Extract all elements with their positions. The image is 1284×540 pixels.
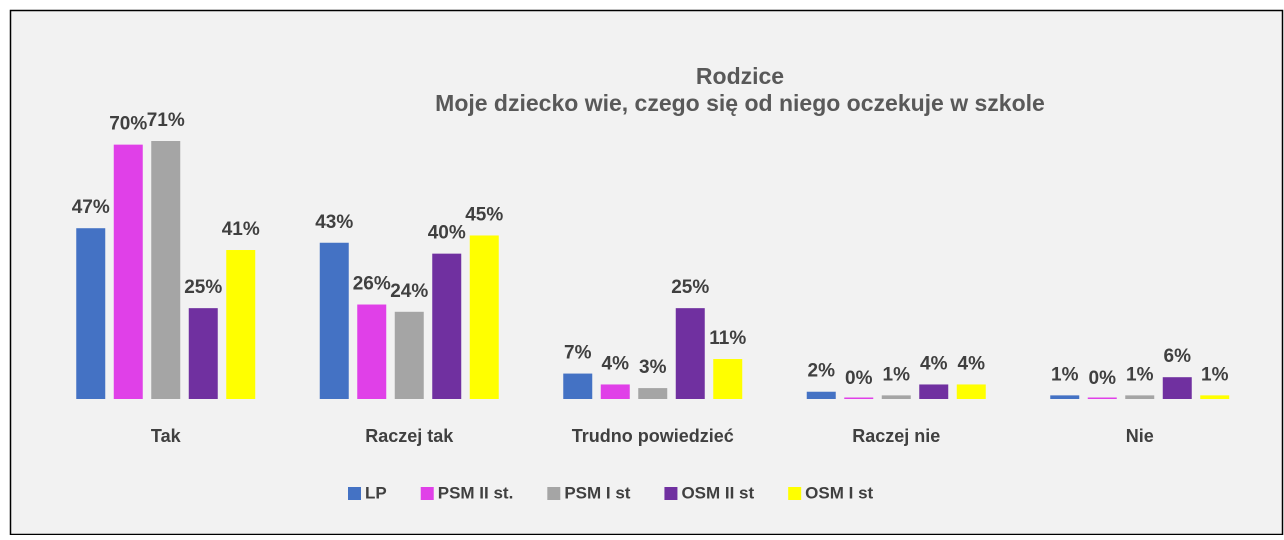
bar — [469, 235, 499, 399]
legend-swatch — [420, 487, 434, 500]
bar — [1200, 395, 1230, 399]
bar — [600, 384, 630, 399]
data-label: 3% — [639, 357, 667, 378]
data-label: 4% — [958, 353, 986, 374]
data-label: 2% — [808, 361, 836, 382]
bar — [638, 388, 668, 399]
bar — [713, 359, 743, 399]
bar — [919, 384, 949, 399]
bar — [956, 384, 986, 399]
data-label: 45% — [465, 204, 503, 225]
bar — [357, 304, 387, 399]
bar — [394, 311, 424, 399]
data-label: 70% — [109, 114, 147, 135]
x-tick-label: Raczej nie — [852, 426, 940, 446]
data-label: 1% — [883, 364, 911, 385]
legend-label: OSM I st — [805, 483, 873, 502]
bar — [432, 253, 462, 399]
bar — [151, 141, 181, 399]
data-label: 25% — [671, 277, 709, 298]
legend-label: OSM II st — [681, 483, 754, 502]
data-label: 6% — [1164, 346, 1192, 367]
legend-swatch — [788, 487, 802, 500]
data-label: 40% — [428, 223, 466, 244]
bar — [188, 308, 218, 399]
x-tick-label: Trudno powiedzieć — [572, 426, 734, 446]
bar — [675, 308, 705, 399]
bar — [806, 391, 836, 399]
bar — [76, 228, 106, 399]
data-label: 0% — [845, 368, 873, 389]
bar — [1087, 397, 1117, 399]
legend-label: PSM II st. — [438, 483, 514, 502]
legend-swatch — [348, 487, 361, 500]
data-label: 24% — [390, 281, 428, 302]
bar — [113, 144, 143, 399]
legend-swatch — [664, 487, 678, 500]
data-label: 1% — [1126, 364, 1154, 385]
data-label: 1% — [1201, 364, 1229, 385]
legend-swatch — [547, 487, 561, 500]
bar — [844, 397, 874, 399]
bar — [319, 242, 349, 399]
data-label: 7% — [564, 343, 592, 364]
x-tick-label: Nie — [1126, 426, 1154, 446]
chart-frame — [9, 9, 1284, 536]
bar — [1050, 395, 1080, 399]
data-label: 11% — [709, 328, 746, 349]
bar — [563, 373, 593, 399]
x-tick-label: Raczej tak — [365, 426, 454, 446]
data-label: 41% — [222, 219, 260, 240]
bar — [1125, 395, 1155, 399]
x-tick-label: Tak — [151, 426, 182, 446]
bar — [226, 250, 256, 399]
data-label: 4% — [602, 353, 630, 374]
legend-label: PSM I st — [564, 483, 630, 502]
legend-label: LP — [365, 483, 387, 502]
data-label: 47% — [72, 197, 110, 218]
chart-title: Rodzice — [696, 63, 784, 89]
data-label: 1% — [1051, 364, 1079, 385]
data-label: 43% — [315, 212, 353, 233]
data-label: 26% — [353, 274, 391, 295]
bar — [1162, 377, 1192, 399]
bar — [881, 395, 911, 399]
data-label: 25% — [184, 277, 222, 298]
data-label: 4% — [920, 353, 948, 374]
chart-subtitle: Moje dziecko wie, czego się od niego ocz… — [435, 90, 1045, 116]
data-label: 71% — [147, 110, 185, 131]
data-label: 0% — [1089, 368, 1117, 389]
